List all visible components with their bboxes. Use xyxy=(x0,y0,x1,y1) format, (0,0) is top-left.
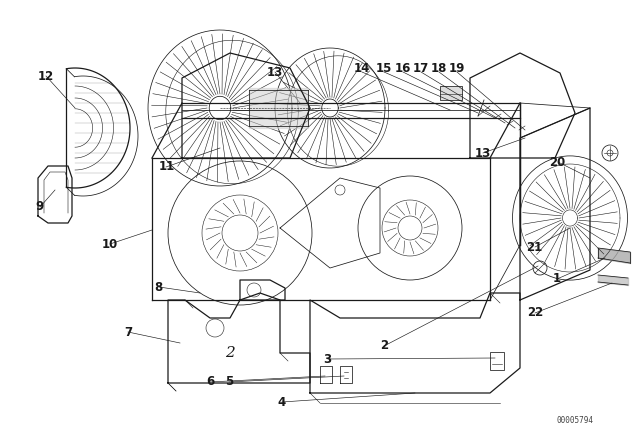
Text: 11: 11 xyxy=(158,160,175,173)
Text: 14: 14 xyxy=(353,61,370,75)
Text: 6: 6 xyxy=(206,375,214,388)
Text: 13: 13 xyxy=(267,66,284,79)
Text: 20: 20 xyxy=(548,155,565,169)
Text: 3: 3 xyxy=(324,353,332,366)
Text: 18: 18 xyxy=(431,61,447,75)
Text: 1: 1 xyxy=(553,272,561,285)
Text: 19: 19 xyxy=(449,61,465,75)
Text: 8: 8 xyxy=(155,281,163,294)
Bar xyxy=(490,352,504,370)
Text: 4: 4 xyxy=(278,396,285,409)
Text: 9: 9 xyxy=(36,200,44,214)
Text: 17: 17 xyxy=(413,61,429,75)
Text: 16: 16 xyxy=(395,61,412,75)
Text: 00005794: 00005794 xyxy=(557,415,593,425)
Text: 7: 7 xyxy=(124,326,132,339)
Bar xyxy=(440,86,462,100)
Text: 21: 21 xyxy=(526,241,543,254)
Text: 2: 2 xyxy=(225,346,235,360)
Text: 10: 10 xyxy=(102,237,118,251)
Text: 5: 5 xyxy=(225,375,233,388)
Text: 12: 12 xyxy=(38,69,54,83)
Text: 2: 2 xyxy=(380,339,388,353)
Text: 13: 13 xyxy=(475,146,492,160)
Text: 22: 22 xyxy=(527,306,543,319)
Text: 15: 15 xyxy=(376,61,392,75)
